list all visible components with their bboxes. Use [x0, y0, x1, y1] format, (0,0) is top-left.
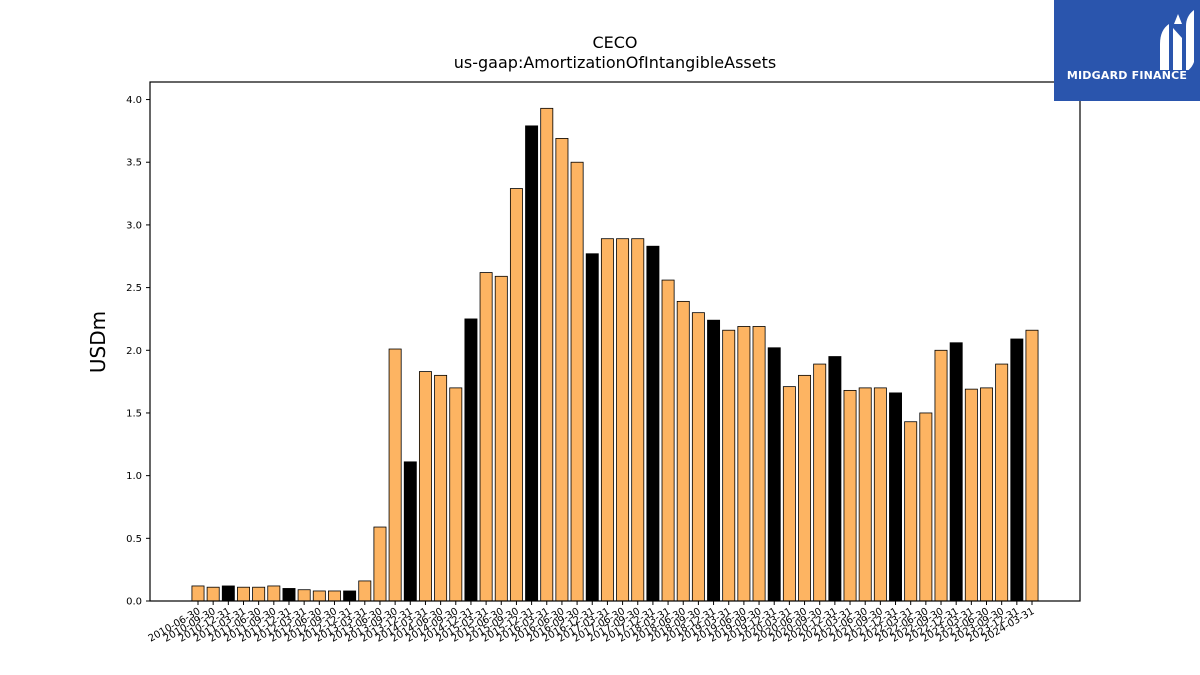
- bar: [1010, 338, 1024, 602]
- bar: [388, 348, 402, 602]
- bar: [873, 387, 887, 602]
- bar: [1025, 329, 1039, 602]
- bar: [661, 279, 675, 602]
- bar: [707, 319, 721, 602]
- bar: [555, 138, 569, 602]
- midgard-logo-icon: [1160, 10, 1194, 70]
- bar: [328, 590, 341, 602]
- bar: [221, 585, 235, 602]
- bar: [995, 363, 1009, 602]
- bar: [782, 386, 796, 602]
- bar: [509, 188, 523, 602]
- bar: [737, 326, 751, 602]
- bar: [358, 580, 372, 602]
- bar: [373, 526, 387, 602]
- bar: [479, 272, 493, 602]
- y-ticks: 0.0 0.5 1.0 1.5 2.0 2.5 3.0 3.5 4.0: [126, 95, 150, 608]
- bar: [934, 349, 948, 602]
- y-tick-label: 2.5: [126, 283, 142, 294]
- y-tick-label: 3.0: [126, 220, 142, 231]
- y-axis-label: USDm: [86, 311, 110, 373]
- bar: [282, 588, 296, 602]
- bar: [691, 312, 705, 602]
- bar: [297, 589, 311, 602]
- bar: [434, 374, 448, 602]
- x-ticks: 2010-06-302010-09-302010-12-312011-03-31…: [147, 601, 1037, 645]
- bar: [585, 253, 599, 602]
- bar: [343, 590, 357, 602]
- bar: [418, 371, 432, 602]
- chart-subtitle: us-gaap:AmortizationOfIntangibleAssets: [454, 53, 776, 72]
- y-tick-label: 0.0: [126, 597, 142, 608]
- bar: [570, 161, 584, 602]
- bar: [191, 585, 205, 602]
- bars-group: [191, 107, 1039, 602]
- y-tick-label: 0.5: [126, 534, 142, 545]
- bar: [646, 245, 660, 602]
- bar: [616, 238, 630, 602]
- bar: [843, 389, 857, 602]
- bar: [828, 356, 842, 602]
- bar: [449, 387, 463, 602]
- bar: [540, 107, 554, 602]
- bar: [798, 374, 812, 602]
- plot-frame: [149, 81, 1081, 602]
- bar: [267, 585, 281, 602]
- bar: [964, 388, 978, 602]
- bar: [206, 586, 220, 602]
- bar: [980, 387, 993, 602]
- bar: [312, 590, 326, 602]
- chart-title: CECO: [592, 33, 637, 52]
- bar: [494, 275, 508, 602]
- bar: [525, 125, 539, 602]
- bar: [676, 300, 690, 602]
- bar: [237, 586, 250, 602]
- bar: [403, 461, 417, 602]
- bar: [858, 387, 872, 602]
- bar: [252, 586, 266, 602]
- brand-name: MIDGARD FINANCE: [1066, 69, 1188, 82]
- bar: [889, 392, 902, 602]
- y-tick-label: 3.5: [126, 158, 142, 169]
- bar: [464, 318, 478, 602]
- bar: [767, 347, 781, 602]
- brand-logo: MIDGARD FINANCE: [1054, 0, 1200, 101]
- y-tick-label: 2.0: [126, 346, 142, 357]
- y-tick-label: 4.0: [126, 95, 142, 106]
- bar: [949, 342, 963, 602]
- bar: [600, 238, 614, 602]
- bar: [722, 329, 736, 602]
- bar: [904, 421, 918, 602]
- bar: [631, 238, 645, 602]
- bar: [752, 326, 766, 602]
- y-tick-label: 1.5: [126, 408, 142, 419]
- y-tick-label: 1.0: [126, 471, 142, 482]
- bar: [813, 363, 827, 602]
- bar: [919, 412, 933, 602]
